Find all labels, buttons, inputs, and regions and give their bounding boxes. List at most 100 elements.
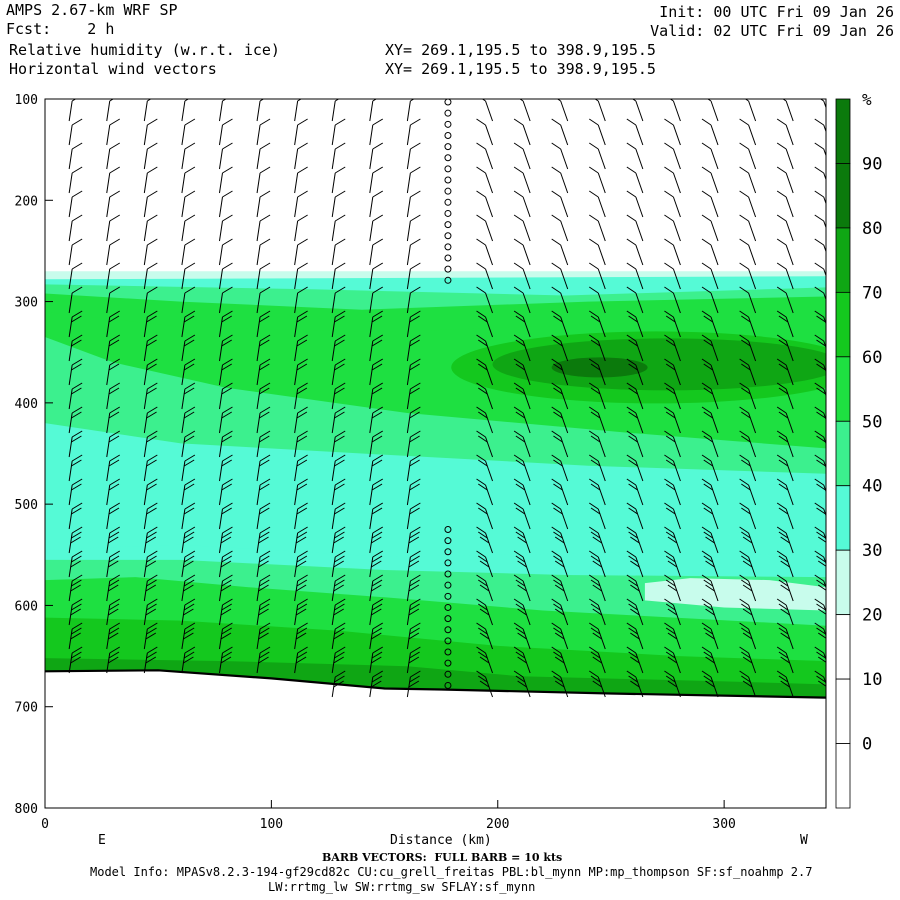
barb-feather <box>146 387 157 395</box>
barb-feather <box>183 656 194 664</box>
barb-shaft <box>369 484 374 506</box>
barb-feather <box>707 99 712 102</box>
barb-feather <box>517 560 527 568</box>
barb-feather <box>295 608 307 616</box>
barb-feather <box>296 531 308 539</box>
barb-feather <box>222 502 233 510</box>
barb-shaft <box>181 268 186 290</box>
barb-feather <box>297 406 308 414</box>
barb-feather <box>739 166 749 174</box>
barb-feather <box>739 238 749 246</box>
barb-feather <box>372 478 384 486</box>
barb-shaft <box>522 292 531 314</box>
barb-feather <box>479 584 490 592</box>
barb-feather <box>739 478 749 486</box>
barb-shaft <box>785 244 794 266</box>
barb-shaft <box>823 676 826 685</box>
barb-feather <box>334 670 346 678</box>
barb-feather <box>778 507 789 515</box>
barb-feather <box>667 584 678 592</box>
barb-feather <box>296 507 308 515</box>
barb-feather <box>296 387 308 395</box>
barb-feather <box>409 483 420 491</box>
barb-feather <box>628 483 638 491</box>
barb-shaft <box>106 364 111 386</box>
barb-feather <box>334 363 345 371</box>
barb-feather <box>220 584 232 592</box>
barb-feather <box>664 454 674 462</box>
barb-feather <box>372 622 384 630</box>
barb-feather <box>184 502 196 510</box>
calm-circle <box>444 276 452 284</box>
barb-feather <box>108 603 120 611</box>
barb-feather <box>408 608 420 616</box>
barb-feather <box>107 656 119 664</box>
y-tick-label: 700 <box>15 701 38 716</box>
barb-feather <box>776 262 787 270</box>
barb-shaft <box>522 172 531 194</box>
barb-feather <box>739 358 749 366</box>
barb-feather <box>410 310 421 318</box>
barb-shaft <box>106 100 111 122</box>
barb-feather <box>183 531 195 539</box>
barb-shaft <box>522 436 531 458</box>
barb-shaft <box>635 100 644 122</box>
barb-feather <box>667 608 678 616</box>
barb-shaft <box>218 412 223 434</box>
barb-feather <box>626 190 637 198</box>
barb-feather <box>71 502 83 510</box>
barb-feather <box>220 608 232 616</box>
barb-feather <box>184 598 196 606</box>
colorbar-segment <box>835 227 851 293</box>
barb-feather <box>588 454 599 462</box>
barb-shaft <box>748 484 757 506</box>
barb-feather <box>741 435 751 443</box>
barb-feather <box>371 675 383 683</box>
barb-feather <box>371 507 383 515</box>
barb-shaft <box>369 244 374 266</box>
header-mid-2: XY= 269.1,195.5 to 398.9,195.5 <box>385 60 656 78</box>
barb-feather <box>146 363 157 371</box>
barb-shaft <box>672 196 681 218</box>
barb-shaft <box>522 340 531 362</box>
barb-feather <box>778 651 789 659</box>
end-label-west: W <box>800 833 808 848</box>
barb-feather <box>259 502 271 510</box>
barb-feather <box>334 262 346 270</box>
barb-shaft <box>406 508 411 530</box>
barb-feather <box>556 99 561 102</box>
barb-feather <box>478 483 488 491</box>
barb-feather <box>476 142 486 150</box>
barb-shaft <box>672 172 681 194</box>
barb-shaft <box>218 292 223 314</box>
barb-shaft <box>485 436 494 458</box>
barb-shaft <box>294 244 299 266</box>
barb-feather <box>71 507 82 515</box>
barb-feather <box>220 560 232 568</box>
barb-shaft <box>522 220 531 242</box>
barb-shaft <box>635 340 644 362</box>
barb-feather <box>146 603 157 611</box>
barb-feather <box>816 339 826 347</box>
calm-circle <box>444 131 452 139</box>
barb-feather <box>778 315 789 323</box>
barb-feather <box>409 363 420 371</box>
barb-shaft <box>597 244 606 266</box>
barb-shaft <box>560 412 569 434</box>
barb-feather <box>334 603 345 611</box>
barb-feather <box>334 358 346 366</box>
barb-shaft <box>560 460 569 482</box>
barb-feather <box>553 411 563 419</box>
barb-feather <box>476 454 486 462</box>
barb-feather <box>590 675 601 683</box>
barb-feather <box>183 363 195 371</box>
barb-feather <box>184 358 196 366</box>
barb-shaft <box>710 412 719 434</box>
barb-feather <box>703 363 714 371</box>
barb-shaft <box>256 220 261 242</box>
barb-feather <box>258 560 269 568</box>
barb-feather <box>371 483 383 491</box>
barb-shaft <box>331 412 336 434</box>
barb-feather <box>664 190 674 198</box>
barb-feather <box>183 483 195 491</box>
